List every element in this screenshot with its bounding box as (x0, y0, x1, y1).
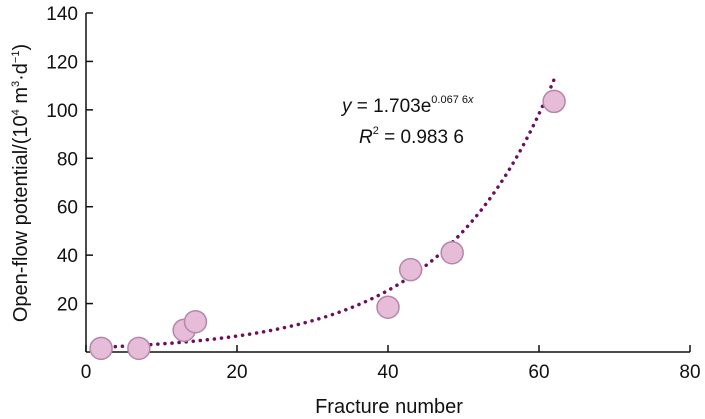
equation-exponent-variable: x (467, 94, 474, 106)
equation-mid: = 1.703e (352, 96, 432, 117)
r2-superscript: 2 (373, 125, 379, 137)
x-tick-label: 80 (679, 362, 700, 383)
y-axis-title: Open-flow potential/(104 m3·d−1) (10, 44, 32, 322)
data-point (398, 257, 423, 282)
y-tick-label: 40 (57, 246, 78, 267)
y-tick-label: 60 (57, 198, 78, 219)
y-axis-title-exp2: 3 (10, 81, 22, 87)
y-tick-label: 120 (46, 52, 78, 73)
x-axis-title: Fracture number (315, 396, 463, 418)
data-point (127, 336, 151, 361)
axes: 0 20 40 60 80 20 40 60 80 100 120 140 (46, 4, 700, 383)
r2-value: = 0.983 6 (379, 127, 464, 148)
y-axis-title-exp1: 4 (10, 109, 22, 115)
data-point (542, 89, 566, 114)
y-tick-label: 140 (46, 4, 78, 25)
y-axis-title-mid: m (10, 87, 32, 109)
y-tick-label: 20 (57, 295, 78, 316)
exponential-trendline (99, 77, 556, 350)
trendline-equation: y = 1.703e0.067 6x (340, 94, 474, 117)
equation-exponent-number: 0.067 6 (431, 94, 468, 106)
x-tick-label: 0 (81, 362, 92, 383)
equation-lhs: y (340, 96, 353, 117)
r2-lhs: R (359, 127, 373, 148)
y-tick-label: 100 (46, 101, 78, 122)
trendline-group (99, 77, 556, 350)
y-axis-title-main: Open-flow potential/(10 (10, 115, 32, 322)
data-point (376, 295, 400, 319)
y-axis-title-dot: ·d (10, 63, 32, 81)
x-tick-label: 20 (226, 362, 247, 383)
data-point (440, 240, 464, 265)
data-points (89, 89, 566, 361)
data-point (183, 309, 208, 334)
y-axis-title-end: ) (10, 44, 32, 51)
y-axis-title-exp3: −1 (10, 51, 22, 64)
r-squared-label: R2 = 0.983 6 (359, 125, 464, 148)
x-tick-label: 60 (528, 362, 549, 383)
y-tick-label: 80 (57, 149, 78, 170)
x-tick-label: 40 (377, 362, 398, 383)
data-point (89, 336, 113, 361)
